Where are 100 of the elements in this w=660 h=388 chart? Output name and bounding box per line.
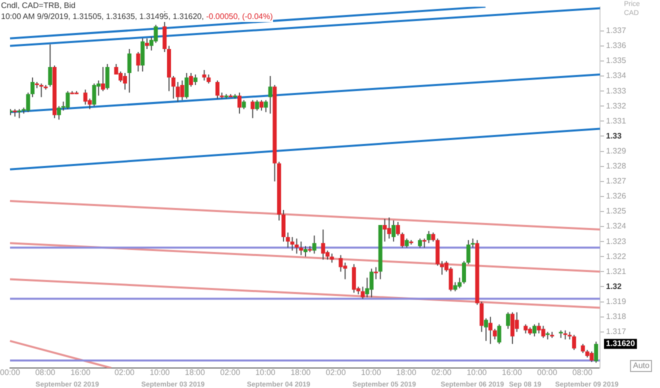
candlestick (294, 238, 299, 254)
candlestick (541, 325, 546, 338)
text: Auto (630, 360, 652, 372)
candlestick (193, 74, 198, 86)
candlestick (418, 238, 422, 248)
candlestick (514, 312, 519, 332)
y-tick-label: 1.334 (606, 71, 627, 80)
text: 1.31620 (606, 339, 636, 348)
y-tick-label: 1.324 (606, 222, 627, 231)
x-tick-label: 10:00 (361, 368, 382, 378)
candlestick (506, 312, 510, 330)
candlestick (312, 235, 316, 254)
candlestick (92, 83, 96, 107)
candlestick (470, 238, 475, 248)
candlestick (290, 236, 294, 252)
candlestick (299, 241, 304, 256)
x-tick-label: 02:00 (114, 368, 136, 378)
candlestick (382, 218, 387, 242)
candlestick (524, 324, 528, 334)
x-tick-label: 02:00 (220, 368, 241, 378)
candlestick (136, 51, 140, 72)
y-tick-label: 1.332 (606, 101, 627, 110)
candlestick (39, 83, 44, 98)
y-tick-label: 1.327 (606, 176, 627, 186)
y-tick-label: 1.317 (606, 327, 627, 336)
x-tick-label: 16:00 (502, 368, 522, 378)
y-tick-label: 1.331 (606, 116, 627, 126)
candlestick (184, 72, 189, 100)
candlestick (374, 266, 378, 280)
candlestick (594, 341, 598, 364)
text: 10:00 AM 9/9/2019, 1.31505, 1.31635, 1.31495, 1.31620, (1, 12, 204, 21)
x-tick-label: 10:00 (466, 368, 488, 378)
candlestick (580, 343, 585, 354)
candlestick (127, 48, 132, 94)
y-tick-label: 1.326 (606, 192, 627, 201)
candlestick (17, 108, 22, 119)
candlestick (202, 70, 206, 82)
y-tick-label: 1.329 (606, 146, 627, 156)
candlestick (338, 254, 343, 272)
candlestick (281, 209, 286, 242)
candlestick (176, 82, 180, 102)
x-tick-label: 08:00 (35, 368, 56, 378)
candlestick (154, 24, 158, 44)
candlestick (396, 222, 400, 236)
candlestick (497, 324, 502, 344)
y-tick-label: 1.322 (606, 252, 627, 261)
chart-title: Cndl, CAD=TRB, Bid (1, 1, 76, 11)
candlestick (264, 100, 268, 113)
x-tick-label: 08:00 (572, 368, 593, 378)
y-tick-label: 1.321 (606, 266, 627, 276)
candlestick (237, 92, 242, 114)
y-tick-label: 1.333 (606, 86, 627, 96)
candlestick (330, 253, 334, 264)
y-tick-label: 1.323 (606, 236, 627, 246)
candlestick (304, 246, 308, 258)
candlestick (387, 217, 392, 240)
y-tick-label: 1.319 (606, 296, 627, 306)
candlestick (422, 238, 426, 248)
candlestick (250, 100, 255, 119)
candlestick (404, 238, 409, 248)
candlestick (448, 266, 453, 292)
candlestick (462, 260, 466, 284)
candlestick (48, 44, 52, 88)
x-tick-label: 10:00 (150, 368, 170, 378)
candlestick (572, 334, 576, 350)
candlestick (122, 72, 127, 90)
x-tick-label: 16:00 (70, 368, 92, 378)
candlestick (488, 316, 492, 344)
y-tick-label: 1.337 (606, 26, 627, 36)
candlestick (255, 100, 260, 112)
candlestick (453, 282, 458, 292)
x-tick-label: 10:00 (255, 368, 276, 378)
candlestick (563, 330, 568, 340)
candlestick (145, 38, 149, 50)
y-tick-label: 1.325 (606, 206, 627, 216)
candlestick (259, 100, 264, 112)
x-tick-label: 18:00 (290, 368, 312, 378)
y-tick-label: 1.336 (606, 41, 627, 50)
candlestick (105, 63, 110, 90)
x-tick-label: 18:00 (184, 368, 206, 378)
candlestick (400, 232, 404, 248)
candlestick (100, 66, 105, 92)
candlestick (392, 220, 396, 242)
candlestick (215, 80, 220, 100)
x-tick-label: 00:00 (537, 368, 558, 378)
candlestick (480, 301, 484, 332)
candlestick (189, 72, 194, 88)
candlestick (171, 76, 176, 100)
y-tick-label: 1.328 (606, 162, 627, 171)
candlestick (30, 77, 35, 98)
candlestick (484, 318, 488, 342)
candlestick (56, 106, 61, 120)
candlestick (492, 328, 497, 340)
candlestick (286, 232, 290, 248)
candlestick (466, 240, 470, 265)
x-tick-label: 02:00 (326, 368, 346, 378)
x-tick-label: 00:00 (0, 368, 21, 378)
annotation: -0.00050, (-0.04%) (206, 12, 273, 21)
candlestick (180, 80, 184, 101)
candlestick (590, 350, 594, 362)
